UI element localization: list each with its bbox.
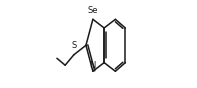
- Text: Se: Se: [88, 6, 98, 15]
- Text: S: S: [72, 41, 77, 50]
- Text: N: N: [89, 61, 95, 70]
